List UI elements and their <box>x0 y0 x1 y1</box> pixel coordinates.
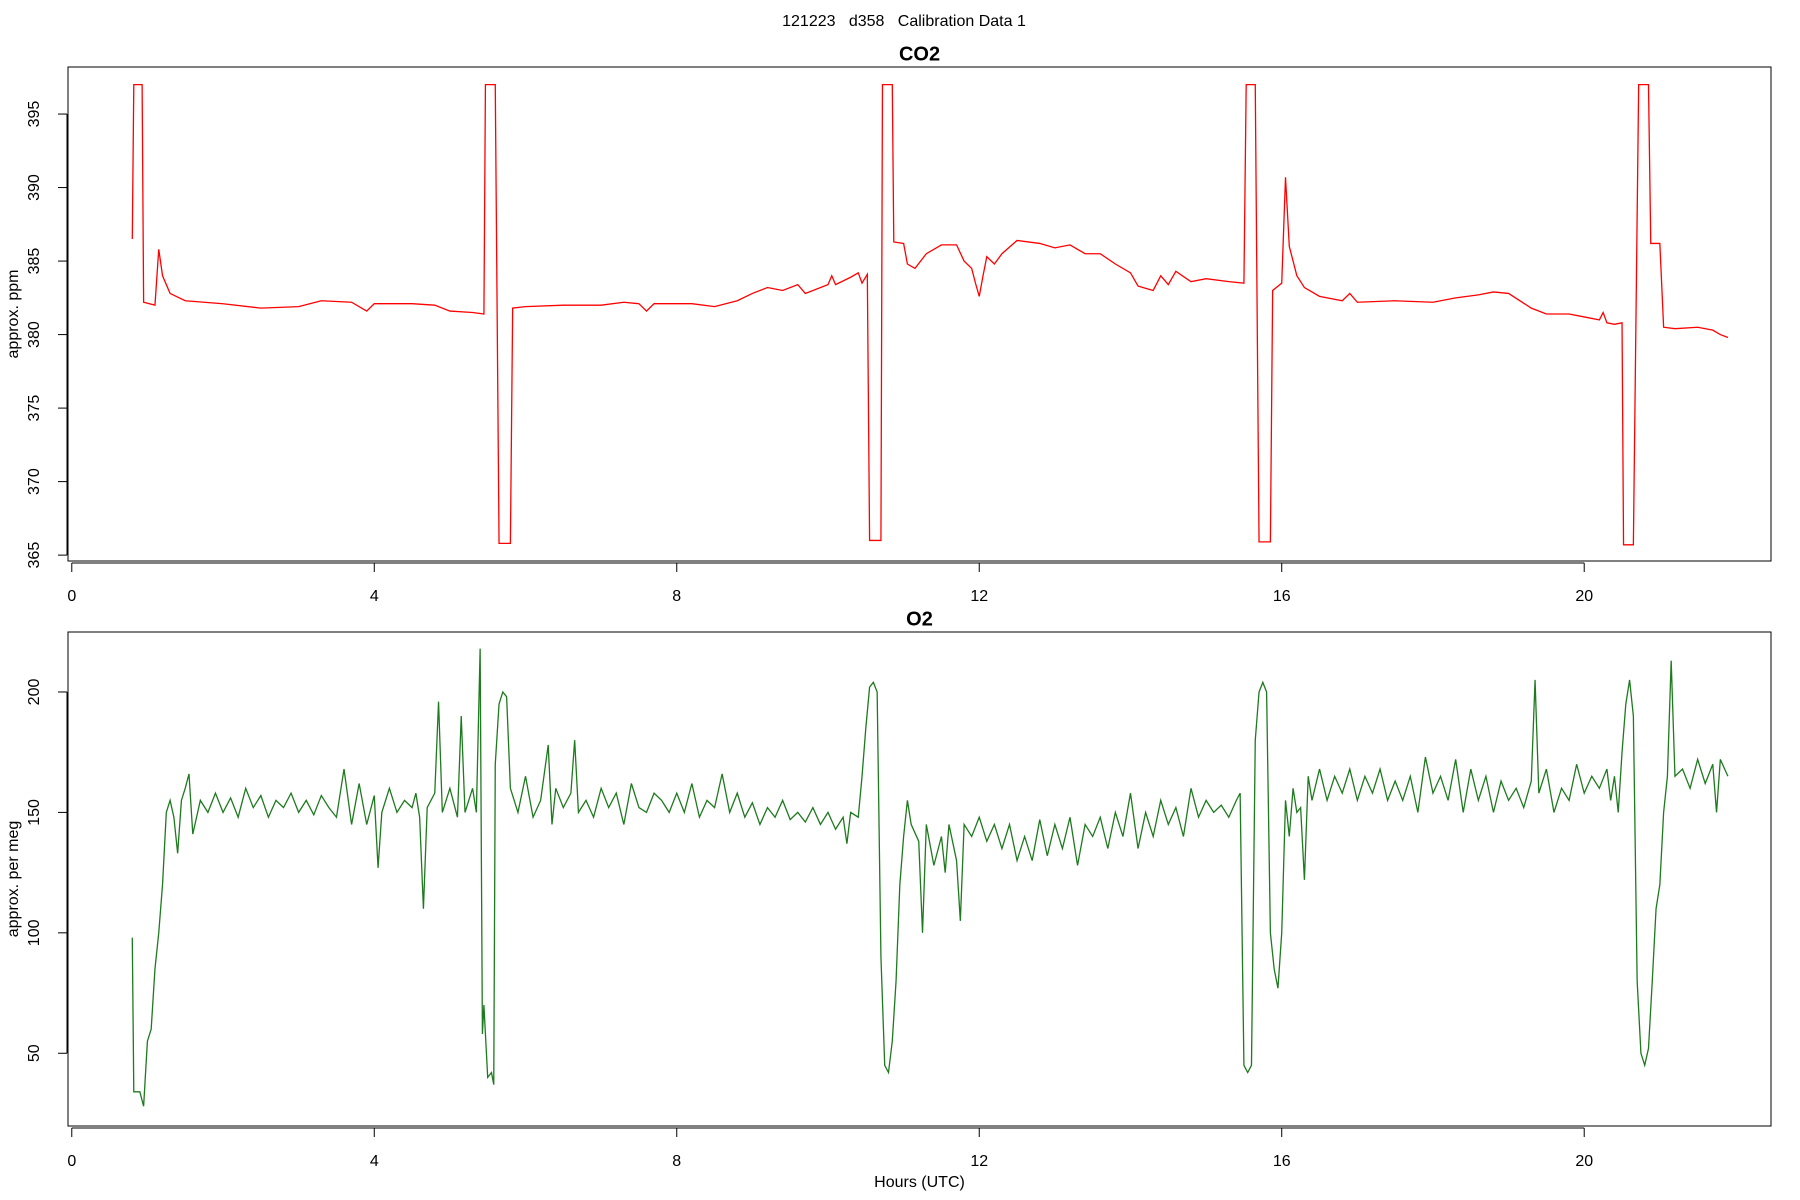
x-tick-label: 12 <box>970 1153 988 1170</box>
panel-title: CO2 <box>899 43 940 65</box>
x-tick-label: 16 <box>1273 1153 1291 1170</box>
data-line <box>131 83 1729 546</box>
x-tick-label: 8 <box>672 588 681 605</box>
x-tick-label: 20 <box>1575 588 1593 605</box>
y-tick-label: 50 <box>26 1044 43 1062</box>
data-line <box>131 648 1729 1107</box>
y-tick-label: 200 <box>26 679 43 706</box>
x-tick-label: 4 <box>370 588 379 605</box>
plot-box <box>67 631 1772 1127</box>
panel-title: O2 <box>906 608 933 630</box>
y-tick-label: 150 <box>26 799 43 826</box>
y-axis-label: approx. ppm <box>5 270 22 359</box>
y-tick-label: 380 <box>26 321 43 348</box>
y-tick-label: 385 <box>26 248 43 275</box>
y-tick-label: 395 <box>26 101 43 128</box>
x-tick-label: 12 <box>970 588 988 605</box>
y-axis-label: approx. per meg <box>5 821 22 938</box>
x-axis-label: Hours (UTC) <box>874 1174 965 1191</box>
y-tick-label: 370 <box>26 468 43 495</box>
x-tick-label: 4 <box>370 1153 379 1170</box>
plot-box <box>67 66 1772 562</box>
x-tick-label: 8 <box>672 1153 681 1170</box>
y-tick-label: 365 <box>26 542 43 569</box>
y-tick-label: 100 <box>26 919 43 946</box>
y-tick-label: 390 <box>26 174 43 201</box>
x-tick-label: 16 <box>1273 588 1291 605</box>
x-tick-label: 20 <box>1575 1153 1593 1170</box>
figure-title: 121223 d358 Calibration Data 1 <box>782 13 1026 30</box>
x-tick-label: 0 <box>67 588 76 605</box>
y-tick-label: 375 <box>26 395 43 422</box>
x-tick-label: 0 <box>67 1153 76 1170</box>
